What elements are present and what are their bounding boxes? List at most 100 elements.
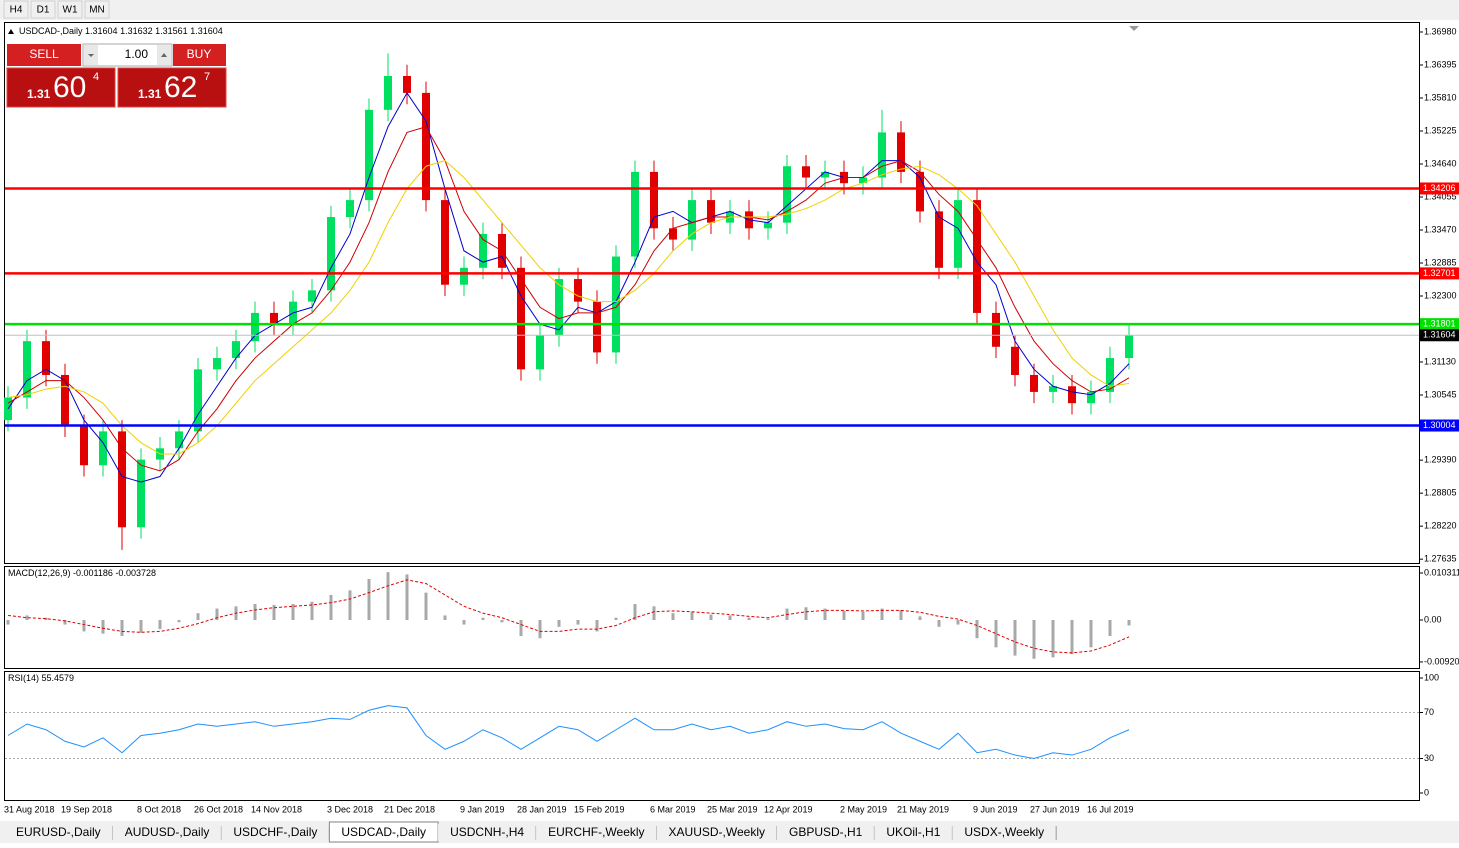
macd-bar bbox=[405, 574, 409, 621]
price-box[interactable] bbox=[6, 67, 116, 108]
macd-bar bbox=[481, 617, 485, 621]
macd-bar bbox=[1070, 620, 1074, 655]
candle-body bbox=[536, 335, 544, 370]
tab-label[interactable]: USDX-,Weekly bbox=[964, 825, 1044, 839]
timeframe-button[interactable] bbox=[57, 0, 83, 19]
candle-body bbox=[1106, 358, 1114, 392]
x-tick-label: 8 Oct 2018 bbox=[137, 804, 181, 814]
macd-bar bbox=[139, 620, 143, 633]
candle-body bbox=[555, 279, 563, 336]
tab-label[interactable]: UKOil-,H1 bbox=[886, 825, 940, 839]
tab[interactable] bbox=[536, 824, 657, 841]
tab[interactable] bbox=[221, 824, 330, 841]
buy-button[interactable] bbox=[173, 44, 226, 66]
price-point: 7 bbox=[204, 71, 210, 83]
timeframe-label[interactable]: H4 bbox=[10, 5, 23, 16]
tab[interactable] bbox=[112, 824, 222, 841]
sell-button[interactable] bbox=[7, 44, 81, 66]
indicator-name: RSI(14) bbox=[8, 673, 39, 683]
x-tick-label: 21 Dec 2018 bbox=[384, 804, 435, 814]
indicator-name: MACD(12,26,9) bbox=[8, 568, 71, 578]
candle-body bbox=[4, 397, 12, 421]
price-big: 1.31 bbox=[138, 87, 162, 101]
timeframe-button[interactable] bbox=[30, 0, 56, 19]
y-tick-label: 1.33470 bbox=[1424, 224, 1457, 234]
price-box[interactable] bbox=[117, 67, 227, 108]
tab-label[interactable]: AUDUSD-,Daily bbox=[125, 825, 210, 839]
y-tick-label: 70 bbox=[1424, 707, 1434, 717]
candle-body bbox=[935, 211, 943, 268]
buy-label[interactable]: BUY bbox=[187, 47, 212, 61]
rsi-line bbox=[7, 705, 1130, 760]
tab-label[interactable]: EURUSD-,Daily bbox=[16, 825, 101, 839]
ohlc-value: 1.31604 bbox=[85, 26, 118, 36]
candle-body bbox=[99, 431, 107, 466]
macd-bar bbox=[120, 620, 124, 636]
ohlc-value: 1.31561 bbox=[155, 26, 188, 36]
macd-bar bbox=[975, 620, 979, 639]
y-tick-label: -0.00920 bbox=[1424, 656, 1459, 666]
candle-body bbox=[821, 171, 829, 178]
x-tick-label: 15 Feb 2019 bbox=[574, 804, 625, 814]
tab-label[interactable]: USDCHF-,Daily bbox=[233, 825, 317, 839]
tab[interactable] bbox=[874, 824, 953, 841]
ohlc-value: 1.31604 bbox=[190, 26, 223, 36]
x-tick-label: 14 Nov 2018 bbox=[251, 804, 302, 814]
indicator-value: -0.001186 bbox=[73, 568, 113, 578]
tab[interactable] bbox=[656, 824, 777, 841]
tab-label[interactable]: XAUUSD-,Weekly bbox=[669, 825, 765, 839]
y-tick-label: 1.32300 bbox=[1424, 290, 1457, 300]
tab[interactable] bbox=[438, 824, 537, 841]
tab-label[interactable]: GBPUSD-,H1 bbox=[789, 825, 863, 839]
y-tick-label: 1.27635 bbox=[1424, 554, 1457, 564]
macd-bar bbox=[310, 601, 314, 621]
timeframe-button[interactable] bbox=[3, 0, 29, 19]
candle-body bbox=[118, 431, 126, 528]
candle-body bbox=[61, 374, 69, 426]
rsi-title: RSI(14) 55.4579 bbox=[8, 673, 74, 683]
tab-label[interactable]: USDCNH-,H4 bbox=[450, 825, 524, 839]
candle-body bbox=[688, 200, 696, 240]
macd-title: MACD(12,26,9) -0.001186 -0.003728 bbox=[8, 568, 156, 578]
timeframe-label[interactable]: MN bbox=[89, 5, 105, 16]
tab[interactable] bbox=[952, 824, 1057, 841]
candle-body bbox=[137, 459, 145, 528]
macd-bar bbox=[44, 617, 48, 621]
macd-bar bbox=[937, 620, 941, 627]
candle-body bbox=[650, 171, 658, 229]
macd-bar bbox=[576, 620, 580, 625]
moving-average bbox=[7, 91, 1130, 483]
tab-label[interactable]: EURCHF-,Weekly bbox=[548, 825, 644, 839]
tab-label[interactable]: USDCAD-,Daily bbox=[341, 825, 426, 839]
macd-bar bbox=[1089, 620, 1093, 648]
y-tick-label: 1.35225 bbox=[1424, 125, 1457, 135]
macd-bar bbox=[633, 604, 637, 621]
candle-body bbox=[365, 109, 373, 201]
x-tick-label: 6 Mar 2019 bbox=[650, 804, 696, 814]
timeframe-label[interactable]: D1 bbox=[37, 5, 50, 16]
candle-body bbox=[1011, 346, 1019, 375]
candle-body bbox=[574, 279, 582, 302]
sell-label[interactable]: SELL bbox=[29, 47, 59, 61]
macd-bar bbox=[804, 607, 808, 621]
y-tick-label: 1.36980 bbox=[1424, 26, 1457, 36]
y-tick-label: 1.28805 bbox=[1424, 488, 1457, 498]
macd-bar bbox=[443, 615, 447, 621]
tab[interactable] bbox=[4, 824, 113, 841]
level-tag bbox=[1420, 318, 1459, 331]
timeframe-button[interactable] bbox=[84, 0, 110, 19]
macd-bar bbox=[557, 620, 561, 627]
timeframe-label[interactable]: W1 bbox=[63, 5, 78, 16]
symbol: USDCAD-,Daily bbox=[19, 26, 83, 36]
moving-average bbox=[7, 126, 1130, 472]
lot-value[interactable]: 1.00 bbox=[125, 47, 149, 61]
tab[interactable] bbox=[777, 824, 875, 841]
bid-tag bbox=[1420, 329, 1459, 342]
candle-body bbox=[194, 369, 202, 432]
macd-bar bbox=[63, 620, 67, 625]
macd-bar bbox=[842, 610, 846, 621]
candle-body bbox=[992, 312, 1000, 347]
lot-field[interactable] bbox=[82, 43, 173, 67]
candle-body bbox=[783, 166, 791, 223]
macd-bar bbox=[1013, 620, 1017, 656]
